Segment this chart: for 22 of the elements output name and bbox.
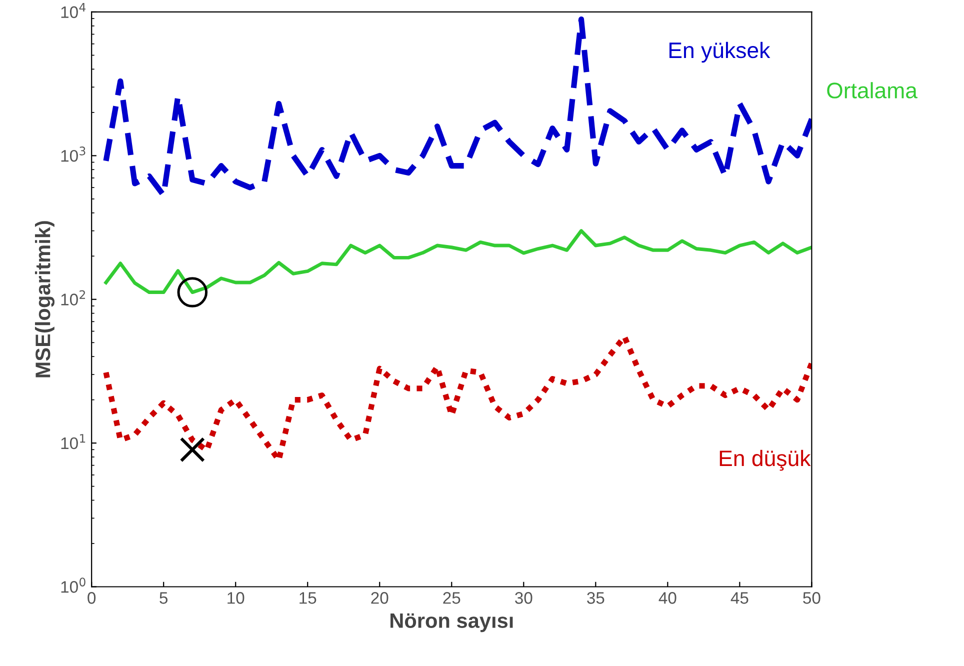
text: Ortalama (827, 82, 918, 98)
y-tick-label: 10$^{0}$ (61, 578, 86, 593)
y-tick-label: 10$^{4}$ (61, 3, 86, 18)
x-tick-label: 50 (803, 592, 820, 604)
x-tick-label: 25 (443, 592, 460, 604)
line-series (104, 229, 812, 294)
x-tick-label: 0 (88, 592, 96, 604)
x-tick-label: 20 (371, 592, 388, 604)
x-tick-label: 45 (730, 592, 748, 604)
text: En yüksek (669, 42, 770, 63)
x-tick-label: 40 (658, 592, 676, 604)
y-tick-label: 10$^{1}$ (61, 434, 86, 450)
x-tick-label: 30 (515, 592, 532, 604)
x-tick-label: 5 (160, 592, 168, 604)
text: En düşük (720, 450, 811, 471)
x-tick-label: 15 (300, 592, 316, 604)
x-axis-title: Nöron sayısı (390, 613, 513, 632)
x-tick-label: 35 (587, 592, 604, 604)
y-tick-label: 10$^{3}$ (61, 146, 86, 162)
y-tick-label: 10$^{2}$ (61, 290, 86, 306)
x-tick-label: 10 (228, 592, 244, 604)
y-axis-title: MSE(logaritmik) (34, 221, 54, 378)
